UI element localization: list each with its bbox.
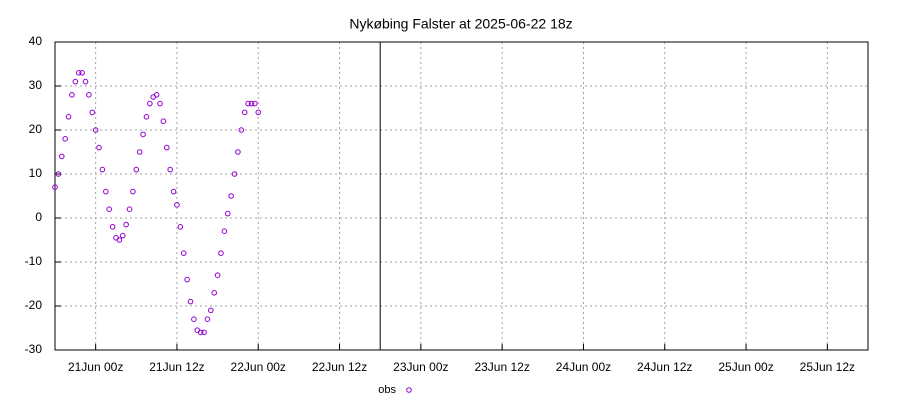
data-point — [92, 127, 99, 133]
x-tick-label: 21Jun 12z — [149, 360, 204, 374]
data-point — [241, 109, 248, 116]
data-point — [157, 100, 163, 107]
data-point — [255, 109, 262, 116]
data-point — [224, 210, 231, 217]
y-tick-label: -10 — [25, 254, 43, 268]
data-point — [62, 136, 68, 142]
data-point — [235, 149, 241, 155]
data-point — [116, 237, 123, 243]
y-tick-label: -20 — [25, 298, 43, 312]
y-tick-label: 20 — [29, 122, 43, 136]
data-point — [65, 114, 72, 120]
x-tick-label: 21Jun 00z — [68, 360, 123, 374]
data-point — [99, 166, 106, 173]
legend-label: obs — [378, 384, 396, 396]
data-point — [55, 171, 62, 177]
x-tick-label: 25Jun 12z — [800, 360, 855, 374]
data-point — [69, 92, 75, 98]
x-tick-label: 24Jun 12z — [637, 360, 692, 374]
data-point — [208, 307, 214, 314]
x-tick-label: 23Jun 00z — [393, 360, 448, 374]
data-point — [82, 78, 89, 85]
data-point — [204, 316, 211, 323]
data-point — [184, 276, 190, 283]
data-point — [211, 290, 218, 296]
data-point — [136, 149, 143, 155]
data-point — [231, 171, 238, 177]
y-tick-label: 0 — [35, 210, 42, 224]
data-point — [245, 100, 251, 107]
data-point — [89, 109, 96, 116]
data-point — [174, 202, 180, 208]
data-point — [197, 329, 204, 336]
data-point — [218, 250, 224, 256]
data-point — [109, 224, 116, 230]
x-tick-label: 22Jun 12z — [312, 360, 367, 374]
data-point — [167, 166, 173, 173]
data-point — [140, 131, 146, 138]
data-point — [143, 114, 150, 120]
data-point — [191, 316, 197, 323]
data-point — [147, 100, 153, 107]
data-point — [163, 144, 170, 151]
x-tick-label: 22Jun 00z — [231, 360, 286, 374]
y-tick-label: 40 — [29, 34, 43, 48]
data-point — [177, 224, 184, 230]
data-point — [79, 70, 85, 76]
data-point — [180, 250, 187, 256]
data-point — [86, 92, 92, 98]
data-point — [96, 144, 102, 151]
x-tick-label: 25Jun 00z — [718, 360, 773, 374]
data-point — [170, 188, 177, 195]
x-tick-label: 23Jun 12z — [474, 360, 529, 374]
data-point — [126, 206, 133, 212]
data-point — [201, 329, 207, 336]
data-point — [133, 166, 140, 173]
data-point — [130, 188, 136, 195]
data-point — [221, 228, 228, 234]
legend-marker — [406, 387, 412, 393]
data-point — [187, 298, 194, 305]
data-point — [228, 193, 234, 199]
data-point — [123, 221, 129, 228]
y-tick-label: -30 — [25, 342, 43, 356]
y-tick-label: 30 — [29, 78, 43, 92]
data-point — [153, 92, 160, 98]
data-point — [58, 153, 65, 160]
x-tick-label: 24Jun 00z — [556, 360, 611, 374]
plot-frame — [54, 41, 869, 351]
data-point — [248, 100, 255, 107]
data-point — [252, 100, 258, 107]
data-point — [238, 127, 245, 133]
y-tick-label: 10 — [29, 166, 43, 180]
data-point — [52, 184, 58, 190]
data-point — [119, 232, 126, 239]
data-point — [106, 206, 112, 212]
data-point — [103, 188, 109, 195]
data-point — [75, 70, 82, 76]
data-point — [214, 272, 221, 279]
data-point — [160, 118, 167, 124]
data-point — [72, 78, 79, 85]
chart-title: Nykøbing Falster at 2025-06-22 18z — [349, 16, 572, 32]
